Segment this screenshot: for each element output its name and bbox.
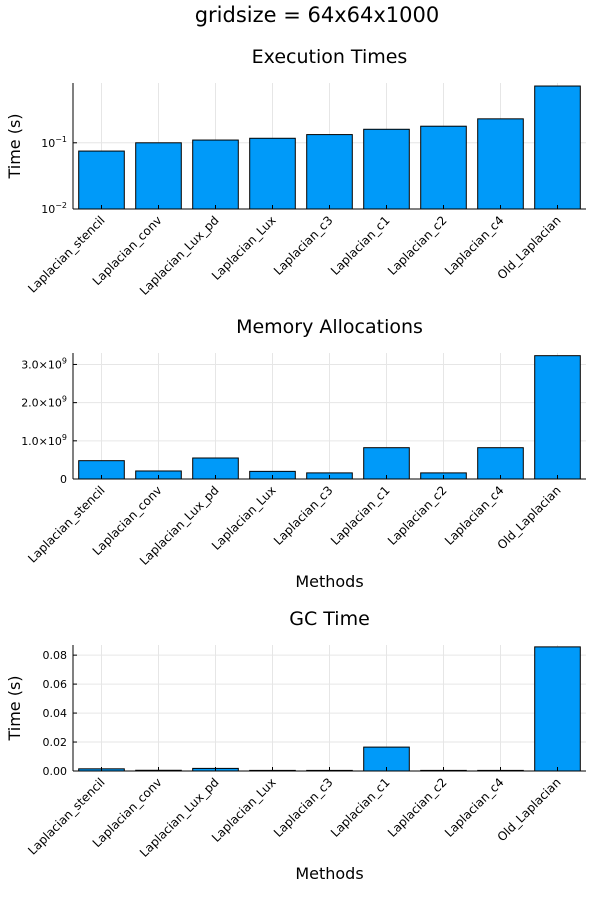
bar: [363, 128, 410, 210]
y-tick-label: 0.06: [43, 678, 68, 691]
y-tick-base: 0.08: [43, 649, 68, 662]
x-axis-label: Methods: [295, 572, 363, 591]
y-tick-exponent: 9: [62, 356, 67, 365]
y-tick-base: 10: [41, 203, 55, 216]
x-tick-label: Laplacian_c1: [328, 213, 393, 278]
chart-panel-2: 01.0×1092.0×1093.0×109Laplacian_stencilL…: [21, 316, 586, 591]
y-tick-base: 0.06: [43, 678, 68, 691]
y-tick-base: 0.02: [43, 736, 68, 749]
x-tick-label: Laplacian_c3: [271, 213, 336, 278]
chart-title: Execution Times: [252, 46, 408, 68]
x-tick-label: Laplacian_c3: [271, 483, 336, 548]
y-tick-label: 0.00: [43, 765, 68, 778]
y-tick-exponent: 9: [62, 395, 67, 404]
chart-panel-3: 0.000.020.040.060.08Laplacian_stencilLap…: [5, 608, 586, 883]
y-tick-exponent: 9: [62, 433, 67, 442]
chart-panel-1: 10−210−1Laplacian_stencilLaplacian_convL…: [5, 46, 586, 298]
x-axis-label: Methods: [295, 864, 363, 883]
bar: [534, 646, 581, 772]
x-tick-label: Laplacian_c4: [442, 213, 507, 278]
bar: [534, 85, 581, 210]
bar: [477, 118, 524, 210]
figure-title: gridsize = 64x64x1000: [195, 3, 440, 27]
y-tick-label: 0.04: [43, 707, 68, 720]
x-tick-label: Laplacian_c4: [442, 483, 507, 548]
chart-title: Memory Allocations: [236, 316, 423, 338]
y-tick-label: 1.0×109: [21, 433, 67, 448]
bar: [363, 447, 410, 480]
y-tick-base: 0.04: [43, 707, 68, 720]
x-tick-label: Laplacian_c4: [442, 775, 507, 840]
y-tick-base: 0.00: [43, 765, 68, 778]
y-tick-label: 0: [60, 473, 67, 486]
x-tick-label: Laplacian_c2: [385, 213, 450, 278]
y-tick-base: 1.0×10: [21, 435, 62, 448]
y-tick-label: 2.0×109: [21, 395, 67, 410]
y-tick-exponent: −2: [55, 201, 67, 210]
bar: [135, 142, 182, 210]
bar: [420, 125, 467, 210]
bar: [78, 150, 125, 210]
y-axis-label: Time (s): [5, 675, 24, 741]
chart-title: GC Time: [289, 608, 370, 630]
bar: [249, 137, 296, 210]
y-tick-label: 10−1: [41, 135, 67, 150]
x-tick-label: Laplacian_c2: [385, 775, 450, 840]
y-tick-exponent: −1: [55, 135, 67, 144]
y-tick-base: 0: [60, 473, 67, 486]
x-tick-label: Laplacian_c1: [328, 483, 393, 548]
y-tick-label: 0.02: [43, 736, 68, 749]
x-tick-label: Laplacian_c2: [385, 483, 450, 548]
y-tick-base: 2.0×10: [21, 397, 62, 410]
bar: [192, 139, 239, 210]
bar: [477, 447, 524, 480]
y-axis-label: Time (s): [5, 113, 24, 179]
y-tick-base: 3.0×10: [21, 358, 62, 371]
y-tick-base: 10: [41, 137, 55, 150]
y-tick-label: 0.08: [43, 649, 68, 662]
bar: [534, 355, 581, 480]
bar: [306, 134, 353, 210]
y-tick-label: 10−2: [41, 201, 67, 216]
y-tick-label: 3.0×109: [21, 356, 67, 371]
x-tick-label: Laplacian_c3: [271, 775, 336, 840]
x-tick-label: Laplacian_c1: [328, 775, 393, 840]
